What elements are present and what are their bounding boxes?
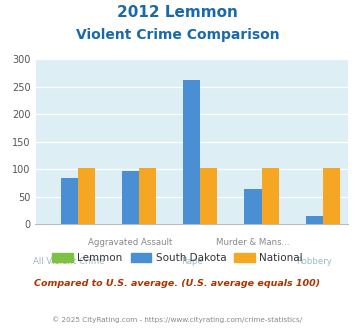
Bar xyxy=(244,189,262,224)
Text: Murder & Mans...: Murder & Mans... xyxy=(216,238,290,247)
Bar xyxy=(122,171,139,224)
Text: Robbery: Robbery xyxy=(296,257,332,266)
Text: © 2025 CityRating.com - https://www.cityrating.com/crime-statistics/: © 2025 CityRating.com - https://www.city… xyxy=(53,317,302,323)
Text: Violent Crime Comparison: Violent Crime Comparison xyxy=(76,28,279,42)
Bar xyxy=(200,168,217,224)
Bar xyxy=(78,168,95,224)
Text: Aggravated Assault: Aggravated Assault xyxy=(88,238,173,247)
Legend: Lemmon, South Dakota, National: Lemmon, South Dakota, National xyxy=(48,248,307,267)
Text: Rape: Rape xyxy=(181,257,203,266)
Text: 2012 Lemmon: 2012 Lemmon xyxy=(117,5,238,20)
Bar xyxy=(306,215,323,224)
Text: All Violent Crime: All Violent Crime xyxy=(33,257,105,266)
Bar xyxy=(139,168,156,224)
Text: Compared to U.S. average. (U.S. average equals 100): Compared to U.S. average. (U.S. average … xyxy=(34,279,321,288)
Bar xyxy=(323,168,340,224)
Bar xyxy=(61,178,78,224)
Bar xyxy=(262,168,279,224)
Bar xyxy=(183,80,200,224)
